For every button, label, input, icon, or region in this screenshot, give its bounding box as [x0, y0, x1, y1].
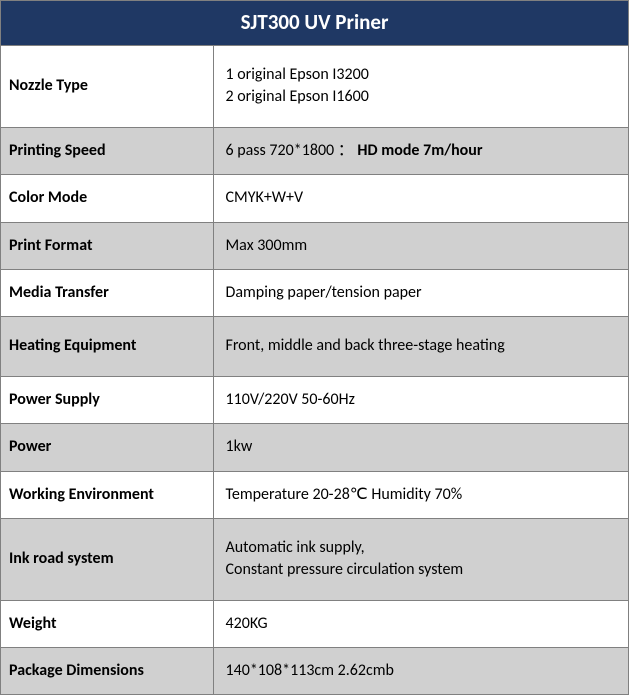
value-line: 1 original Epson I3200	[226, 64, 619, 86]
row-value: Automatic ink supply, Constant pressure …	[213, 518, 628, 600]
row-value: 1kw	[213, 424, 628, 471]
row-label: Ink road system	[1, 518, 213, 600]
table-row: Power 1kw	[1, 424, 628, 471]
row-value: 140*108*113cm 2.62cmb	[213, 648, 628, 695]
row-value: CMYK+W+V	[213, 175, 628, 222]
row-value: Damping paper/tension paper	[213, 269, 628, 316]
row-label: Print Format	[1, 222, 213, 269]
row-value: 420KG	[213, 600, 628, 647]
table-row: Package Dimensions 140*108*113cm 2.62cmb	[1, 648, 628, 695]
row-value: Front, middle and back three-stage heati…	[213, 317, 628, 376]
table-row: Ink road system Automatic ink supply, Co…	[1, 518, 628, 600]
value-bold: HD mode 7m/hour	[357, 141, 482, 160]
row-label: Power Supply	[1, 376, 213, 423]
value-line: 2 original Epson I1600	[226, 86, 619, 108]
table-row: Heating Equipment Front, middle and back…	[1, 317, 628, 376]
row-label: Power	[1, 424, 213, 471]
title-bar: SJT300 UV Priner	[1, 1, 628, 46]
table-row: Weight 420KG	[1, 600, 628, 647]
table-row: Nozzle Type 1 original Epson I3200 2 ori…	[1, 46, 628, 127]
table-row: Print Format Max 300mm	[1, 222, 628, 269]
row-label: Printing Speed	[1, 127, 213, 174]
row-label: Working Environment	[1, 471, 213, 518]
row-label: Nozzle Type	[1, 46, 213, 127]
row-value: 1 original Epson I3200 2 original Epson …	[213, 46, 628, 127]
row-value: 110V/220V 50-60Hz	[213, 376, 628, 423]
row-label: Color Mode	[1, 175, 213, 222]
table-row: Working Environment Temperature 20-28℃ H…	[1, 471, 628, 518]
row-value: Temperature 20-28℃ Humidity 70%	[213, 471, 628, 518]
table-row: Color Mode CMYK+W+V	[1, 175, 628, 222]
spec-sheet: SJT300 UV Priner Nozzle Type 1 original …	[0, 0, 629, 695]
row-value: Max 300mm	[213, 222, 628, 269]
value-line: Automatic ink supply,	[226, 537, 619, 559]
value-text: 6 pass 720*1800 ：	[226, 141, 358, 160]
table-row: Power Supply 110V/220V 50-60Hz	[1, 376, 628, 423]
row-label: Media Transfer	[1, 269, 213, 316]
spec-table: Nozzle Type 1 original Epson I3200 2 ori…	[1, 46, 628, 694]
table-row: Printing Speed 6 pass 720*1800 ： HD mode…	[1, 127, 628, 174]
row-value: 6 pass 720*1800 ： HD mode 7m/hour	[213, 127, 628, 174]
row-label: Package Dimensions	[1, 648, 213, 695]
table-row: Media Transfer Damping paper/tension pap…	[1, 269, 628, 316]
row-label: Weight	[1, 600, 213, 647]
row-label: Heating Equipment	[1, 317, 213, 376]
value-line: Constant pressure circulation system	[226, 559, 619, 581]
